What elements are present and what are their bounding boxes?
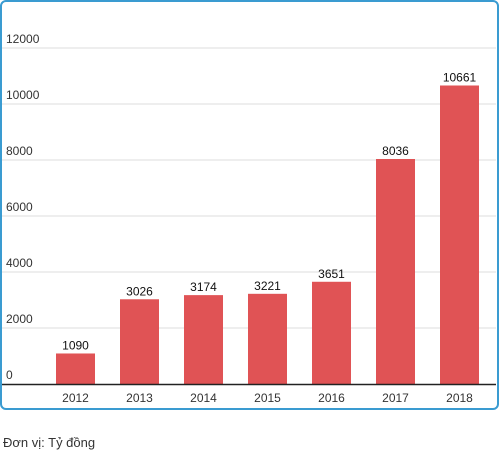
data-label: 3026 <box>126 284 153 298</box>
bar <box>376 158 415 384</box>
x-tick-label: 2012 <box>62 391 89 405</box>
bars <box>56 85 479 384</box>
bar <box>184 295 223 384</box>
x-tick-label: 2018 <box>446 391 473 405</box>
data-labels: 1090 3026 3174 3221 3651 8036 10661 <box>62 70 476 352</box>
y-tick-label: 6000 <box>6 200 33 214</box>
data-label: 8036 <box>382 144 409 158</box>
y-tick-label: 0 <box>6 368 13 382</box>
grid-lines <box>2 47 496 329</box>
data-label: 10661 <box>443 70 477 84</box>
bar <box>56 353 95 384</box>
bar <box>248 293 287 384</box>
x-tick-label: 2017 <box>382 391 409 405</box>
x-tick-label: 2013 <box>126 391 153 405</box>
x-tick-label: 2015 <box>254 391 281 405</box>
data-label: 1090 <box>62 338 89 352</box>
data-label: 3221 <box>254 279 281 293</box>
bar <box>440 85 479 384</box>
y-tick-label: 2000 <box>6 312 33 326</box>
y-axis-ticks: 0 2000 4000 6000 8000 10000 12000 <box>6 32 40 382</box>
data-label: 3174 <box>190 280 217 294</box>
y-tick-label: 12000 <box>6 32 40 46</box>
bar <box>120 299 159 384</box>
x-axis-ticks: 2012 2013 2014 2015 2016 2017 2018 <box>62 391 473 405</box>
y-tick-label: 10000 <box>6 88 40 102</box>
y-tick-label: 8000 <box>6 144 33 158</box>
data-label: 3651 <box>318 267 345 281</box>
x-tick-label: 2014 <box>190 391 217 405</box>
y-tick-label: 4000 <box>6 256 33 270</box>
bar <box>312 281 351 384</box>
unit-note: Đơn vị: Tỷ đồng <box>3 435 96 450</box>
bar-chart: 0 2000 4000 6000 8000 10000 12000 1090 3026 3174… <box>2 32 496 405</box>
x-tick-label: 2016 <box>318 391 345 405</box>
